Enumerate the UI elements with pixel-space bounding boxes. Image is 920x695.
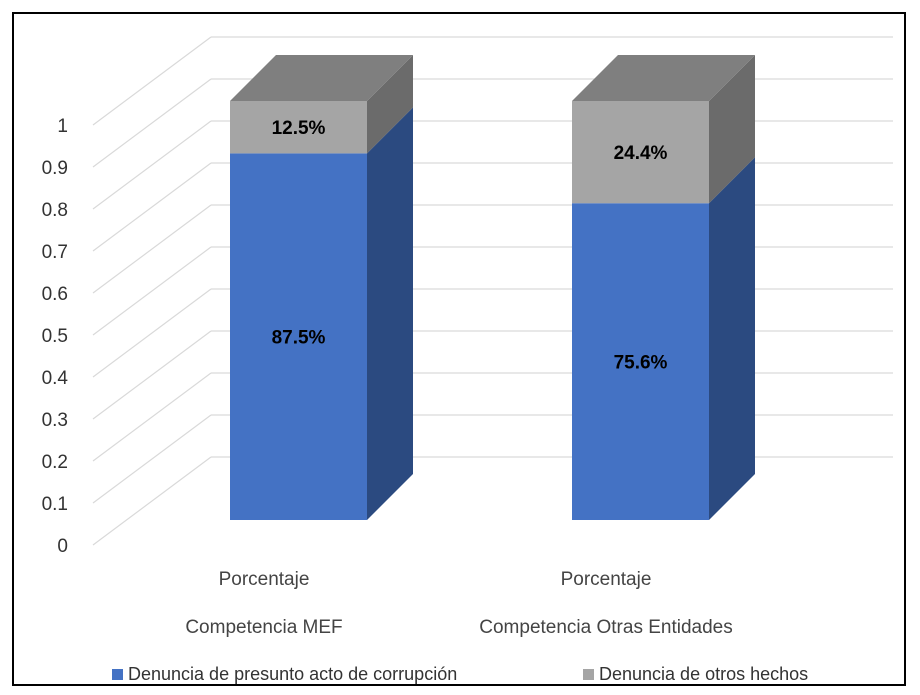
gridline-diagonal — [92, 288, 212, 378]
bar-segment-front — [230, 101, 367, 154]
gridline-diagonal — [92, 162, 212, 252]
bars — [230, 55, 755, 520]
gridline-diagonal — [92, 204, 212, 294]
x-category-label: Competencia MEF — [185, 617, 342, 638]
y-tick-label: 0.1 — [42, 494, 68, 515]
bar-segment-side — [709, 157, 755, 520]
legend-swatch — [583, 669, 594, 680]
legend-swatch — [112, 669, 123, 680]
y-tick-label: 0.2 — [42, 452, 68, 473]
x-axis: Porcentaje Competencia MEF Porcentaje Compe… — [185, 569, 732, 638]
y-tick-label: 0.8 — [42, 200, 68, 221]
gridline-diagonal — [92, 120, 212, 210]
data-labels: 87.5% 12.5% 75.6% 24.4% — [272, 118, 668, 373]
data-label: 24.4% — [614, 143, 668, 164]
gridline-diagonal — [92, 78, 212, 168]
y-tick-label: 0.5 — [42, 326, 68, 347]
y-tick-label: 0.4 — [42, 368, 69, 389]
x-category-label: Porcentaje — [561, 569, 652, 590]
y-axis: 0 0.1 0.2 0.3 0.4 0.5 0.6 0.7 0.8 0.9 1 — [42, 116, 69, 557]
x-category-label: Porcentaje — [219, 569, 310, 590]
chart-border — [12, 12, 906, 686]
bar-top-face — [230, 55, 413, 101]
legend-label: Denuncia de presunto acto de corrupción — [128, 664, 457, 684]
bar-segment-side — [367, 107, 413, 520]
data-label: 12.5% — [272, 118, 326, 139]
data-label: 75.6% — [614, 353, 668, 374]
legend-label: Denuncia de otros hechos — [599, 664, 808, 684]
gridline-diagonal — [92, 330, 212, 420]
gridline-diagonal — [92, 372, 212, 462]
bar-segment-front — [230, 153, 367, 520]
y-tick-label: 0.9 — [42, 158, 68, 179]
bar-segment-side — [709, 55, 755, 204]
data-label: 87.5% — [272, 328, 326, 349]
y-tick-label: 0.3 — [42, 410, 68, 431]
gridline-diagonal — [92, 246, 212, 336]
x-category-label: Competencia Otras Entidades — [479, 617, 732, 638]
gridline-diagonal — [92, 414, 212, 504]
bar-segment-front — [572, 203, 709, 520]
bar-top-face — [572, 55, 755, 101]
y-tick-label: 0.6 — [42, 284, 68, 305]
gridline-diagonal — [92, 456, 212, 546]
y-tick-label: 1 — [57, 116, 68, 137]
gridline-diagonal — [92, 36, 212, 126]
y-tick-label: 0.7 — [42, 242, 68, 263]
legend: Denuncia de presunto acto de corrupción D… — [112, 664, 808, 684]
bar-segment-side — [367, 55, 413, 154]
y-tick-label: 0 — [57, 536, 68, 557]
bar-segment-front — [572, 101, 709, 204]
